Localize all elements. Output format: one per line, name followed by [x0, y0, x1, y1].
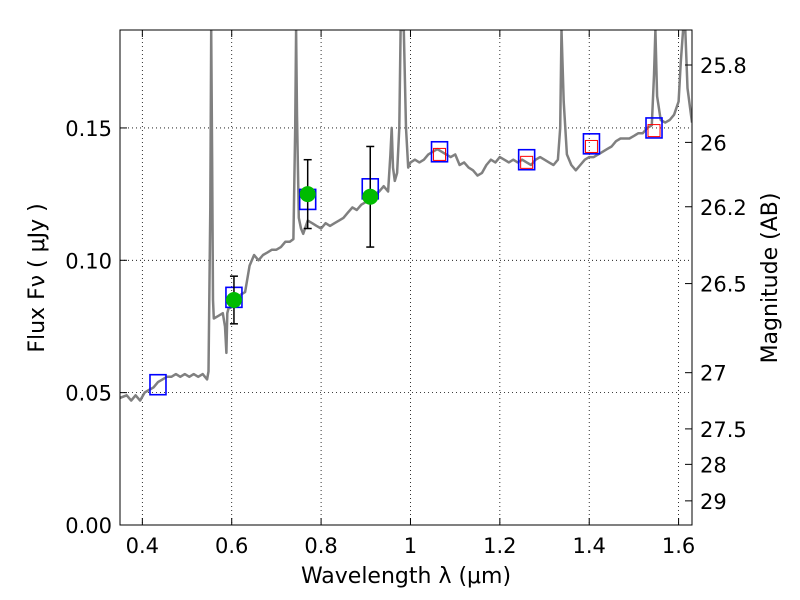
magnitude-tick-label: 26.5 [700, 273, 747, 297]
plot-area [120, 30, 692, 402]
x-tick-label: 1.2 [483, 534, 516, 558]
x-tick-label: 0.6 [215, 534, 248, 558]
x-tick-label: 0.8 [304, 534, 337, 558]
x-tick-label: 0.4 [126, 534, 159, 558]
magnitude-tick-label: 29 [700, 490, 727, 514]
y-tick-label: 0.05 [65, 382, 112, 406]
observed-point [299, 186, 316, 203]
model-photometry-box [149, 373, 167, 396]
observed-point [225, 292, 242, 308]
plot-frame [119, 29, 693, 526]
model-photometry-box [430, 140, 449, 163]
magnitude-tick-label: 26 [700, 131, 727, 155]
model-photometry-box [645, 117, 663, 139]
model-photometry-box [517, 148, 536, 171]
observed-point [362, 188, 379, 205]
ir-photometry-box [647, 124, 661, 138]
y-axis-label: Flux Fν ( μJy ) [25, 203, 50, 352]
magnitude-tick-label: 26.2 [700, 196, 747, 220]
ir-photometry-box [433, 147, 447, 161]
ir-photometry-box [584, 139, 598, 153]
magnitude-tick-label: 25.8 [700, 54, 747, 78]
axis-ticks: 0.4 0.6 0.8 1 1.2 1.4 1.6 0.00 0.05 0.10 0.15 25.8 2… [65, 30, 747, 558]
ir-photometry-box [520, 155, 534, 169]
right-axis-label: Magnitude (AB) [758, 193, 783, 364]
x-axis-label: Wavelength λ (μm) [301, 564, 511, 589]
y-tick-label: 0.00 [65, 514, 112, 538]
magnitude-tick-label: 27.5 [700, 418, 747, 442]
x-tick-label: 1.4 [573, 534, 606, 558]
model-photometry-box [582, 133, 601, 155]
magnitude-tick-label: 27 [700, 362, 727, 386]
x-tick-label: 1.6 [662, 534, 695, 558]
template-spectrum-line [120, 30, 692, 402]
x-tick-label: 1 [404, 534, 417, 558]
magnitude-tick-label: 28 [700, 453, 727, 477]
y-tick-label: 0.10 [65, 249, 112, 273]
y-tick-label: 0.15 [65, 117, 112, 141]
